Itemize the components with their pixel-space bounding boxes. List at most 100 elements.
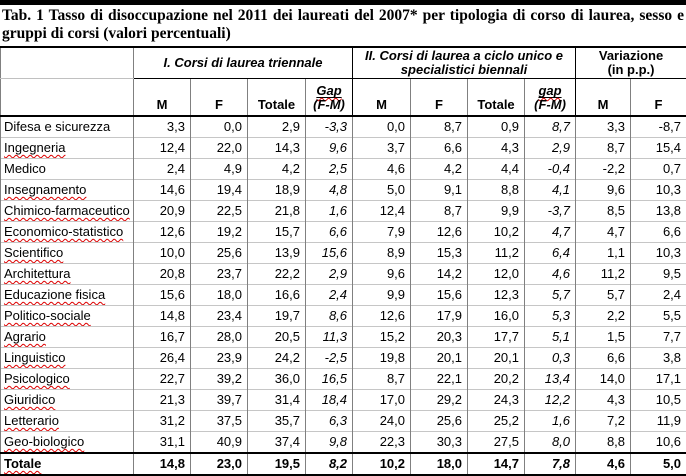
cell-cu-m: 15,2: [353, 327, 411, 348]
cell-tri-totale: 24,2: [248, 348, 306, 369]
cell-tri-m: 26,4: [134, 348, 191, 369]
cell-tri-totale: 35,7: [248, 411, 306, 432]
cell-tri-totale: 4,2: [248, 159, 306, 180]
cell-var-f: 10,3: [631, 180, 686, 201]
cell-var-m: 1,1: [576, 243, 631, 264]
cell-cu-f: 30,3: [411, 432, 468, 454]
cell-var-f: 15,4: [631, 138, 686, 159]
cell-tri-gap: 18,4: [306, 390, 353, 411]
cell-var-m: 14,0: [576, 369, 631, 390]
cell-tri-gap: 2,4: [306, 285, 353, 306]
cell-tri-totale: 19,7: [248, 306, 306, 327]
cell-tri-totale: 15,7: [248, 222, 306, 243]
cell-cu-m: 5,0: [353, 180, 411, 201]
row-label: Geo-biologico: [4, 434, 84, 449]
cell-tri-gap: -2,5: [306, 348, 353, 369]
row-label-cell: Totale: [1, 453, 134, 475]
cell-tri-f: 28,0: [191, 327, 248, 348]
cell-cu-f: 12,6: [411, 222, 468, 243]
cell-cu-gap: 4,6: [525, 264, 576, 285]
cell-cu-m: 24,0: [353, 411, 411, 432]
cell-tri-f: 23,9: [191, 348, 248, 369]
cell-cu-totale: 20,2: [468, 369, 525, 390]
row-label-cell: Difesa e sicurezza: [1, 116, 134, 138]
cell-var-m: 9,6: [576, 180, 631, 201]
cell-cu-f: 9,1: [411, 180, 468, 201]
cell-var-m: -2,2: [576, 159, 631, 180]
cell-tri-m: 20,8: [134, 264, 191, 285]
cell-var-f: 10,6: [631, 432, 686, 454]
cell-cu-totale: 25,2: [468, 411, 525, 432]
cell-cu-totale: 0,9: [468, 116, 525, 138]
cell-tri-gap: 4,8: [306, 180, 353, 201]
gap-word: Gap: [316, 83, 341, 98]
cell-tri-m: 31,2: [134, 411, 191, 432]
group-header-row: I. Corsi di laurea triennale II. Corsi d…: [1, 47, 686, 79]
cell-cu-totale: 24,3: [468, 390, 525, 411]
row-label-cell: Educazione fisica: [1, 285, 134, 306]
cell-cu-gap: 0,3: [525, 348, 576, 369]
cell-tri-m: 12,4: [134, 138, 191, 159]
cell-tri-gap: 1,6: [306, 201, 353, 222]
cell-tri-m: 10,0: [134, 243, 191, 264]
cell-cu-f: 18,0: [411, 453, 468, 475]
gap-word: gap: [538, 83, 561, 98]
cell-cu-totale: 12,0: [468, 264, 525, 285]
table-title: Tab. 1 Tasso di disoccupazione nel 2011 …: [0, 5, 686, 43]
sub-header-row: M F Totale Gap (F-M) M F Totale gap (F-M…: [1, 79, 686, 117]
cell-cu-m: 22,3: [353, 432, 411, 454]
cell-var-f: 3,8: [631, 348, 686, 369]
cell-tri-m: 31,1: [134, 432, 191, 454]
row-label: Linguistico: [4, 350, 65, 365]
cell-cu-m: 19,8: [353, 348, 411, 369]
cell-cu-m: 8,7: [353, 369, 411, 390]
cell-cu-gap: 5,1: [525, 327, 576, 348]
cell-tri-gap: 9,8: [306, 432, 353, 454]
cell-var-m: 3,3: [576, 116, 631, 138]
cell-var-f: 9,5: [631, 264, 686, 285]
row-label: Difesa e sicurezza: [4, 119, 110, 134]
cell-cu-gap: -0,4: [525, 159, 576, 180]
cell-tri-m: 15,6: [134, 285, 191, 306]
cell-var-f: 5,0: [631, 453, 686, 475]
cell-cu-totale: 10,2: [468, 222, 525, 243]
cell-var-m: 4,6: [576, 453, 631, 475]
row-label-cell: Medico: [1, 159, 134, 180]
unemployment-rate-table: I. Corsi di laurea triennale II. Corsi d…: [0, 46, 686, 476]
cell-tri-gap: 2,5: [306, 159, 353, 180]
group-header-triennale: I. Corsi di laurea triennale: [134, 47, 353, 79]
cell-tri-m: 22,7: [134, 369, 191, 390]
cell-tri-gap: 9,6: [306, 138, 353, 159]
cell-cu-gap: 2,9: [525, 138, 576, 159]
cell-tri-m: 21,3: [134, 390, 191, 411]
cell-var-f: 6,6: [631, 222, 686, 243]
cell-cu-f: 17,9: [411, 306, 468, 327]
row-label: Totale: [4, 456, 41, 471]
row-label-cell: Giuridico: [1, 390, 134, 411]
cell-tri-gap: -3,3: [306, 116, 353, 138]
cell-tri-totale: 37,4: [248, 432, 306, 454]
cell-cu-gap: 6,4: [525, 243, 576, 264]
row-label: Psicologico: [4, 371, 70, 386]
cell-cu-gap: 8,7: [525, 116, 576, 138]
cell-cu-m: 17,0: [353, 390, 411, 411]
cell-var-f: 17,1: [631, 369, 686, 390]
row-label-cell: Chimico-farmaceutico: [1, 201, 134, 222]
cell-cu-f: 8,7: [411, 116, 468, 138]
cell-tri-m: 14,8: [134, 453, 191, 475]
group-header-ciclo-unico-line1: II. Corsi di laurea a ciclo unico e: [353, 49, 575, 63]
cell-var-m: 7,2: [576, 411, 631, 432]
cell-tri-totale: 31,4: [248, 390, 306, 411]
cell-var-m: 8,7: [576, 138, 631, 159]
col-header-cu-m: M: [353, 79, 411, 117]
cell-tri-totale: 21,8: [248, 201, 306, 222]
cell-cu-m: 3,7: [353, 138, 411, 159]
gap-paren: (F-M): [313, 97, 345, 112]
